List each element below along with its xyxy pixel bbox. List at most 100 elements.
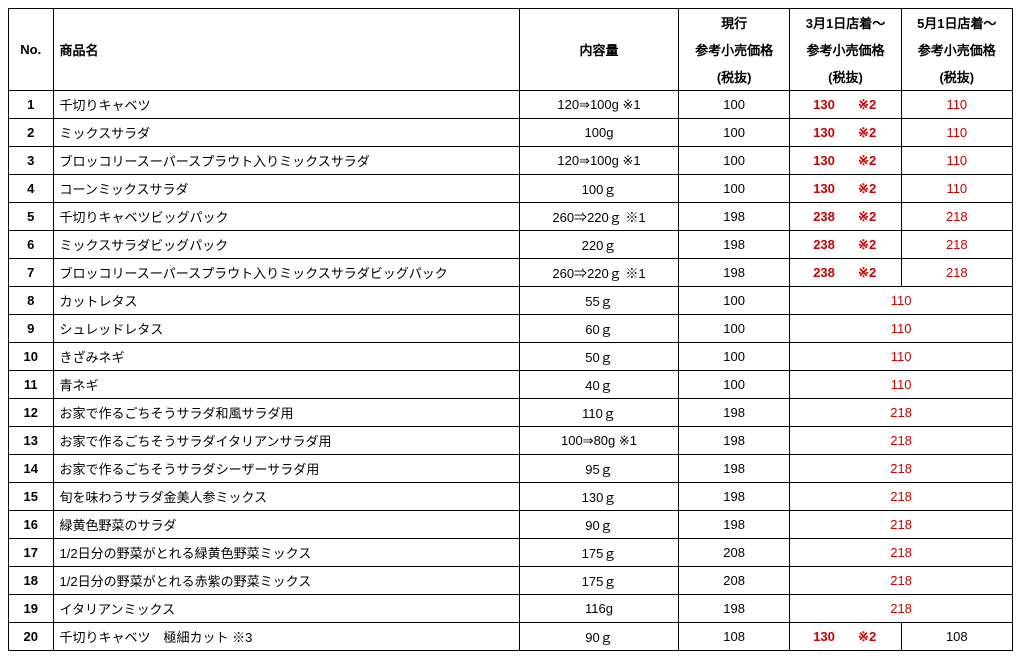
mar-price-value: 130	[805, 125, 835, 140]
mar-price-note: ※2	[858, 125, 886, 141]
table-row: 10きざみネギ50ｇ100110	[9, 343, 1013, 371]
cell-volume: 100g	[519, 119, 678, 147]
cell-volume: 40ｇ	[519, 371, 678, 399]
cell-no: 9	[9, 315, 54, 343]
cell-may-price: 110	[901, 175, 1012, 203]
cell-current-price: 198	[679, 427, 790, 455]
header-current-line2: (税抜)	[679, 63, 790, 91]
cell-mar-price: 130 ※2	[790, 147, 901, 175]
cell-current-price: 108	[679, 623, 790, 651]
table-row: 3ブロッコリースーパースプラウト入りミックスサラダ120⇒100g ※11001…	[9, 147, 1013, 175]
cell-may-price: 218	[901, 231, 1012, 259]
cell-merged-price: 218	[790, 399, 1013, 427]
cell-name: お家で作るごちそうサラダイタリアンサラダ用	[53, 427, 519, 455]
cell-no: 15	[9, 483, 54, 511]
table-row: 19イタリアンミックス116g198218	[9, 595, 1013, 623]
header-current-top: 現行	[679, 9, 790, 37]
cell-volume: 120⇒100g ※1	[519, 147, 678, 175]
cell-current-price: 198	[679, 259, 790, 287]
cell-name: 緑黄色野菜のサラダ	[53, 511, 519, 539]
cell-name: カットレタス	[53, 287, 519, 315]
mar-price-value: 238	[805, 209, 835, 224]
cell-current-price: 100	[679, 91, 790, 119]
cell-no: 13	[9, 427, 54, 455]
cell-no: 2	[9, 119, 54, 147]
cell-name: イタリアンミックス	[53, 595, 519, 623]
cell-name: 1/2日分の野菜がとれる赤紫の野菜ミックス	[53, 567, 519, 595]
mar-price-value: 130	[805, 153, 835, 168]
cell-current-price: 100	[679, 175, 790, 203]
cell-name: 千切りキャベツビッグパック	[53, 203, 519, 231]
mar-price-value: 130	[805, 629, 835, 644]
mar-price-value: 238	[805, 265, 835, 280]
cell-merged-price: 218	[790, 595, 1013, 623]
cell-may-price: 108	[901, 623, 1012, 651]
table-row: 6ミックスサラダビッグパック220ｇ198238※2218	[9, 231, 1013, 259]
cell-volume: 220ｇ	[519, 231, 678, 259]
cell-current-price: 100	[679, 343, 790, 371]
cell-volume: 60ｇ	[519, 315, 678, 343]
mar-price-value: 238	[805, 237, 835, 252]
cell-current-price: 100	[679, 371, 790, 399]
cell-may-price: 218	[901, 259, 1012, 287]
table-row: 2ミックスサラダ100g100 130 ※2 110	[9, 119, 1013, 147]
header-mar-line2: (税抜)	[790, 63, 901, 91]
cell-no: 7	[9, 259, 54, 287]
cell-volume: 100ｇ	[519, 175, 678, 203]
cell-name: お家で作るごちそうサラダシーザーサラダ用	[53, 455, 519, 483]
cell-name: ブロッコリースーパースプラウト入りミックスサラダビッグパック	[53, 259, 519, 287]
cell-may-price: 218	[901, 203, 1012, 231]
table-row: 9シュレッドレタス60ｇ100110	[9, 315, 1013, 343]
cell-volume: 55ｇ	[519, 287, 678, 315]
cell-current-price: 198	[679, 483, 790, 511]
cell-no: 18	[9, 567, 54, 595]
table-body: 1千切りキャベツ120⇒100g ※1100130※21102ミックスサラダ10…	[9, 91, 1013, 651]
cell-merged-price: 110	[790, 315, 1013, 343]
header-no: No.	[9, 9, 54, 91]
cell-may-price: 110	[901, 147, 1012, 175]
table-row: 181/2日分の野菜がとれる赤紫の野菜ミックス175ｇ208218	[9, 567, 1013, 595]
cell-name: コーンミックスサラダ	[53, 175, 519, 203]
cell-current-price: 100	[679, 119, 790, 147]
cell-no: 14	[9, 455, 54, 483]
header-name: 商品名	[53, 9, 519, 91]
mar-price-note: ※2	[858, 265, 886, 281]
cell-no: 5	[9, 203, 54, 231]
cell-volume: 116g	[519, 595, 678, 623]
table-row: 1千切りキャベツ120⇒100g ※1100130※2110	[9, 91, 1013, 119]
cell-merged-price: 218	[790, 539, 1013, 567]
table-row: 12お家で作るごちそうサラダ和風サラダ用110ｇ198218	[9, 399, 1013, 427]
header-mar-top: 3月1日店着～	[790, 9, 901, 37]
table-row: 5千切りキャベツビッグパック260⇒220ｇ ※1198238※2218	[9, 203, 1013, 231]
cell-may-price: 110	[901, 91, 1012, 119]
header-volume: 内容量	[519, 9, 678, 91]
cell-name: 千切りキャベツ 極細カット ※3	[53, 623, 519, 651]
cell-merged-price: 218	[790, 511, 1013, 539]
cell-name: ミックスサラダ	[53, 119, 519, 147]
table-row: 8カットレタス55ｇ100110	[9, 287, 1013, 315]
cell-name: 旬を味わうサラダ金美人参ミックス	[53, 483, 519, 511]
mar-price-note: ※2	[858, 153, 886, 169]
cell-name: シュレッドレタス	[53, 315, 519, 343]
cell-may-price: 110	[901, 119, 1012, 147]
cell-volume: 175ｇ	[519, 539, 678, 567]
cell-mar-price: 238 ※2	[790, 231, 901, 259]
cell-name: お家で作るごちそうサラダ和風サラダ用	[53, 399, 519, 427]
cell-current-price: 198	[679, 399, 790, 427]
cell-current-price: 198	[679, 203, 790, 231]
cell-no: 6	[9, 231, 54, 259]
header-may-line2: (税抜)	[901, 63, 1012, 91]
cell-merged-price: 218	[790, 427, 1013, 455]
mar-price-value: 130	[805, 97, 835, 112]
table-row: 16緑黄色野菜のサラダ90ｇ198218	[9, 511, 1013, 539]
cell-current-price: 198	[679, 511, 790, 539]
cell-name: 千切りキャベツ	[53, 91, 519, 119]
cell-volume: 100⇒80g ※1	[519, 427, 678, 455]
header-may-line1: 参考小売価格	[901, 36, 1012, 63]
cell-no: 8	[9, 287, 54, 315]
cell-no: 1	[9, 91, 54, 119]
cell-mar-price: 130 ※2	[790, 119, 901, 147]
mar-price-note: ※2	[858, 237, 886, 253]
cell-merged-price: 110	[790, 371, 1013, 399]
cell-merged-price: 218	[790, 483, 1013, 511]
